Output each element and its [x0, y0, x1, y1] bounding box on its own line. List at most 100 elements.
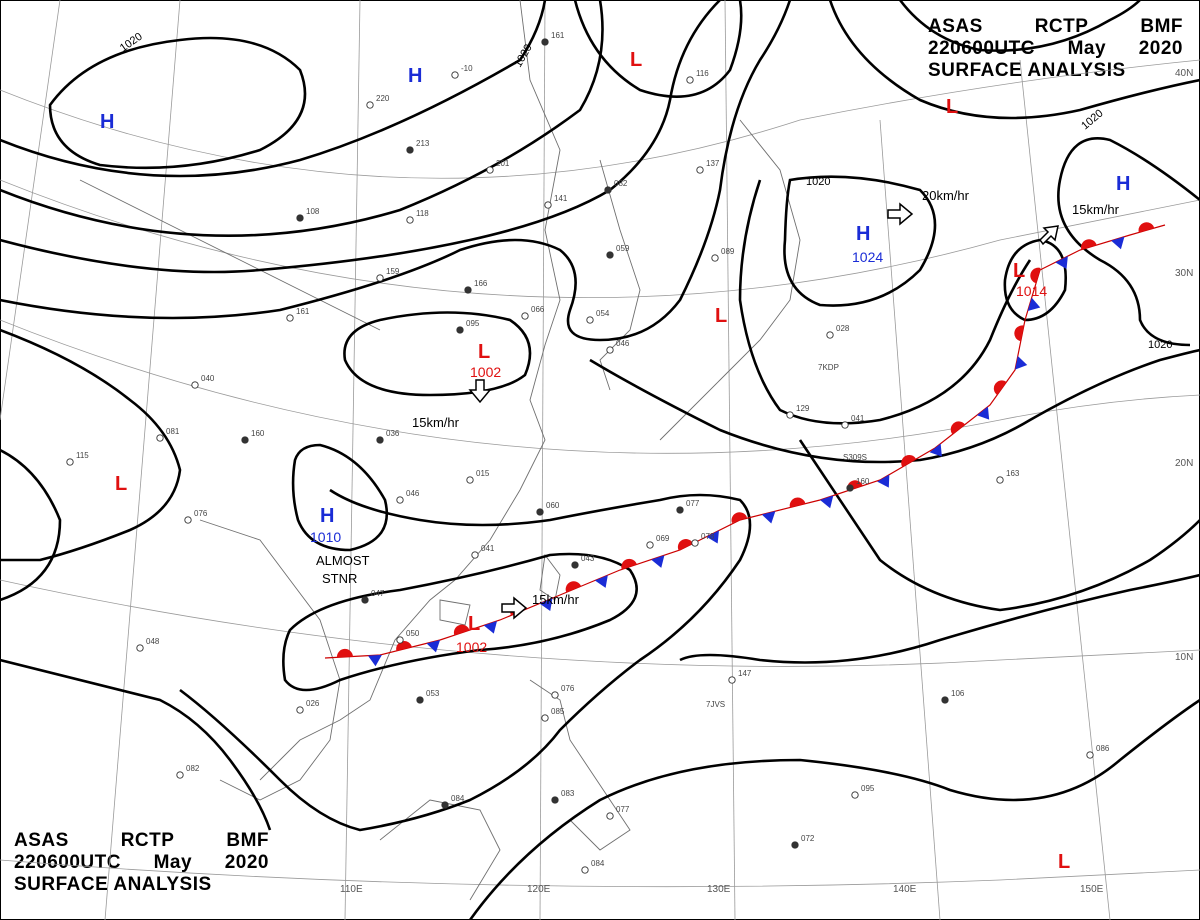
- station-circle: [456, 326, 464, 334]
- low-center-east: L: [1013, 260, 1025, 282]
- isobar-low-1010: [291, 443, 389, 552]
- header-top-agency: ASAS: [928, 16, 983, 37]
- station-pressure-code: -10: [461, 64, 473, 73]
- cold-front-symbol: [594, 575, 608, 588]
- isobar-north-2: [0, 0, 604, 238]
- station-plot: 166: [464, 279, 488, 294]
- station-plot: 082: [176, 764, 200, 779]
- station-pressure-code: 108: [306, 207, 320, 216]
- station-plot: 220: [366, 94, 390, 109]
- isobar-west-1: [0, 328, 182, 562]
- header-top-station: RCTP: [1034, 16, 1089, 37]
- isobar-north-3: [0, 0, 721, 274]
- coastlines: [79, 0, 801, 901]
- header-bottom-line2: 220600UTC May 2020: [14, 852, 269, 874]
- station-plot: 047: [361, 589, 385, 604]
- station-pressure-code: 081: [166, 427, 180, 436]
- low-value-1014: 1014: [1016, 283, 1047, 299]
- station-pressure-code: 115: [76, 451, 89, 460]
- isobar-central-wrap: [589, 348, 1200, 464]
- isobar-upper-right-arc: [573, 0, 743, 98]
- coast-japan: [659, 119, 801, 441]
- station-plot: 078: [691, 532, 715, 547]
- station-circle: [521, 312, 529, 320]
- arrow-low-1002-south-motion-icon: [501, 596, 528, 620]
- station-plot: 059: [606, 244, 630, 259]
- station-plot: 115: [66, 451, 89, 466]
- station-plot: 159: [376, 267, 400, 282]
- station-plot: 077: [606, 805, 630, 820]
- coast-china: [259, 0, 561, 781]
- cold-front-symbol: [539, 598, 553, 611]
- lat-label-30n: 30N: [1175, 268, 1193, 279]
- isobar-scs-trough: [282, 552, 638, 692]
- arrow-low-1002-north-motion-icon: [468, 379, 492, 404]
- isobar-north-1: [0, 0, 547, 178]
- station-plot: 163: [996, 469, 1020, 484]
- station-pressure-code: 084: [591, 859, 605, 868]
- station-plot: 116: [686, 69, 709, 84]
- station-plot: 085: [541, 707, 565, 722]
- station-circle: [441, 801, 449, 809]
- cold-front-symbol: [929, 443, 942, 457]
- arrow-high-1024-motion-icon: [887, 202, 914, 226]
- low-center-scs: L: [468, 613, 480, 635]
- cold-front-symbol: [367, 654, 382, 667]
- station-circle: [66, 458, 74, 466]
- lat-label-40n: 40N: [1175, 68, 1193, 79]
- isobar-south-bottom: [468, 698, 1200, 920]
- cold-front-symbol: [651, 555, 665, 568]
- station-plot: 095: [851, 784, 875, 799]
- station-circle: [464, 286, 472, 294]
- station-plot: 160: [241, 429, 265, 444]
- cold-front-symbol: [877, 474, 890, 488]
- parallel-40n: [0, 59, 1200, 179]
- header-top-code: BMF: [1140, 16, 1183, 37]
- meridian-95e: [0, 0, 61, 421]
- station-circle: [451, 71, 459, 79]
- station-circle: [646, 541, 654, 549]
- station-pressure-code: 048: [146, 637, 160, 646]
- station-plot: 015: [466, 469, 490, 484]
- station-plot: 201: [486, 159, 510, 174]
- low-center-ne: L: [946, 96, 958, 118]
- station-plot: 050: [396, 629, 420, 644]
- station-pressure-code: 036: [386, 429, 400, 438]
- station-pressure-code: 084: [451, 794, 465, 803]
- station-pressure-code: 043: [581, 554, 595, 563]
- station-plot: 046: [396, 489, 420, 504]
- station-circle: [676, 506, 684, 514]
- station-circle: [606, 251, 614, 259]
- station-pressure-code: 053: [426, 689, 440, 698]
- station-pressure-code: 054: [596, 309, 610, 318]
- station-circle: [851, 791, 859, 799]
- station-plot: 046: [606, 339, 630, 354]
- ship-id-7jvs: 7JVS: [706, 700, 725, 709]
- station-circle: [191, 381, 199, 389]
- station-circle: [941, 696, 949, 704]
- coast-mongolia-border: [79, 179, 381, 331]
- station-plot: 084: [441, 794, 465, 809]
- station-pressure-code: 050: [406, 629, 420, 638]
- station-pressure-code: 089: [721, 247, 735, 256]
- station-pressure-code: 082: [186, 764, 200, 773]
- station-plot: 036: [376, 429, 400, 444]
- station-plot: 118: [406, 209, 429, 224]
- station-pressure-code: 166: [474, 279, 488, 288]
- station-pressure-code: 085: [551, 707, 565, 716]
- station-plot: 129: [786, 404, 810, 419]
- isobar-ne-high-loop: [898, 0, 1141, 52]
- cold-front-symbol: [761, 511, 776, 524]
- station-circle: [241, 436, 249, 444]
- station-pressure-code: 147: [738, 669, 752, 678]
- station-circle: [471, 551, 479, 559]
- station-circle: [296, 214, 304, 222]
- station-circle: [841, 421, 849, 429]
- warm-front-symbol: [993, 380, 1007, 395]
- station-plot: 077: [676, 499, 700, 514]
- station-plot: 084: [581, 859, 605, 874]
- warm-front-symbol: [789, 497, 806, 508]
- station-circle: [406, 216, 414, 224]
- station-pressure-code: 041: [481, 544, 495, 553]
